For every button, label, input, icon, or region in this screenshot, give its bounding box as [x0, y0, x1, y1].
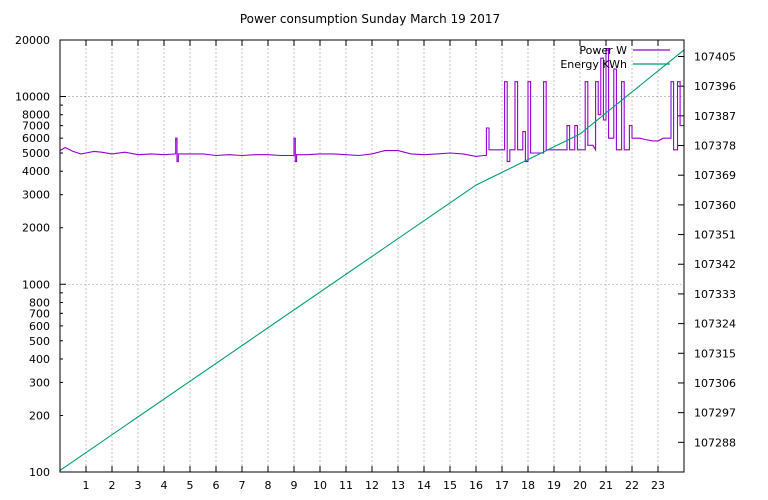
y-left-tick-label: 300 — [29, 376, 50, 389]
y-left-tick-label: 100 — [29, 466, 50, 479]
x-tick-label: 7 — [239, 479, 246, 492]
x-tick-label: 17 — [495, 479, 509, 492]
y-left-tick-label: 7000 — [22, 120, 50, 133]
y-right-tick-label: 107378 — [694, 140, 736, 153]
series-layer — [59, 48, 685, 471]
y-left-tick-label: 8000 — [22, 109, 50, 122]
y-right-tick-label: 107342 — [694, 258, 736, 271]
y-axis-right: 107288 107297 107306 107315 107324 107333 1073… — [678, 50, 736, 449]
x-tick-label: 5 — [187, 479, 194, 492]
y-left-tick-label: 4000 — [22, 165, 50, 178]
x-tick-label: 13 — [391, 479, 405, 492]
legend-label: Power W — [579, 44, 627, 57]
y-right-tick-label: 107306 — [694, 377, 736, 390]
y-right-tick-label: 107315 — [694, 347, 736, 360]
x-tick-label: 12 — [365, 479, 379, 492]
x-tick-label: 6 — [213, 479, 220, 492]
y-left-tick-label: 5000 — [22, 147, 50, 160]
y-right-tick-label: 107351 — [694, 229, 736, 242]
y-right-tick-label: 107333 — [694, 288, 736, 301]
x-tick-label: 18 — [521, 479, 535, 492]
y-left-tick-label: 800 — [29, 296, 50, 309]
y-left-tick-label: 400 — [29, 353, 50, 366]
legend-label: Energy KWh — [560, 58, 627, 71]
y-right-tick-label: 107369 — [694, 169, 736, 182]
x-tick-label: 8 — [265, 479, 272, 492]
x-tick-label: 1 — [83, 479, 90, 492]
y-left-tick-label: 6000 — [22, 132, 50, 145]
y-left-tick-label: 2000 — [22, 222, 50, 235]
x-tick-label: 10 — [313, 479, 327, 492]
y-left-tick-label: 1000 — [22, 278, 50, 291]
y-left-tick-label: 600 — [29, 320, 50, 333]
series-line-energy-kwh — [59, 49, 685, 471]
x-tick-label: 15 — [443, 479, 457, 492]
x-tick-label: 23 — [651, 479, 665, 492]
x-tick-label: 22 — [625, 479, 639, 492]
x-tick-label: 3 — [135, 479, 142, 492]
y-left-tick-label: 200 — [29, 409, 50, 422]
x-axis: 1 2 3 4 5 6 7 8 9 10 11 12 13 14 15 16 17 18 19 20 21 22 23 — [83, 40, 665, 492]
y-right-tick-label: 107405 — [694, 50, 736, 63]
y-right-tick-label: 107288 — [694, 436, 736, 449]
y-right-tick-label: 107297 — [694, 407, 736, 420]
x-tick-label: 9 — [291, 479, 298, 492]
y-left-tick-label: 10000 — [15, 91, 50, 104]
y-left-tick-label: 3000 — [22, 189, 50, 202]
x-tick-label: 11 — [339, 479, 353, 492]
y-right-tick-label: 107396 — [694, 80, 736, 93]
y-left-tick-label: 700 — [29, 307, 50, 320]
x-tick-label: 21 — [599, 479, 613, 492]
x-tick-label: 20 — [573, 479, 587, 492]
y-right-tick-label: 107324 — [694, 318, 736, 331]
chart-title: Power consumption Sunday March 19 2017 — [240, 12, 500, 26]
x-tick-label: 19 — [547, 479, 561, 492]
y-left-tick-label: 20000 — [15, 34, 50, 47]
x-tick-label: 2 — [109, 479, 116, 492]
y-left-tick-label: 500 — [29, 335, 50, 348]
plot-frame — [59, 39, 685, 473]
grid-lines — [60, 40, 684, 473]
series-line-power-w — [59, 48, 684, 163]
x-tick-label: 4 — [161, 479, 168, 492]
x-tick-label: 14 — [417, 479, 431, 492]
y-right-tick-label: 107360 — [694, 199, 736, 212]
x-tick-label: 16 — [469, 479, 483, 492]
y-right-tick-label: 107387 — [694, 110, 736, 123]
